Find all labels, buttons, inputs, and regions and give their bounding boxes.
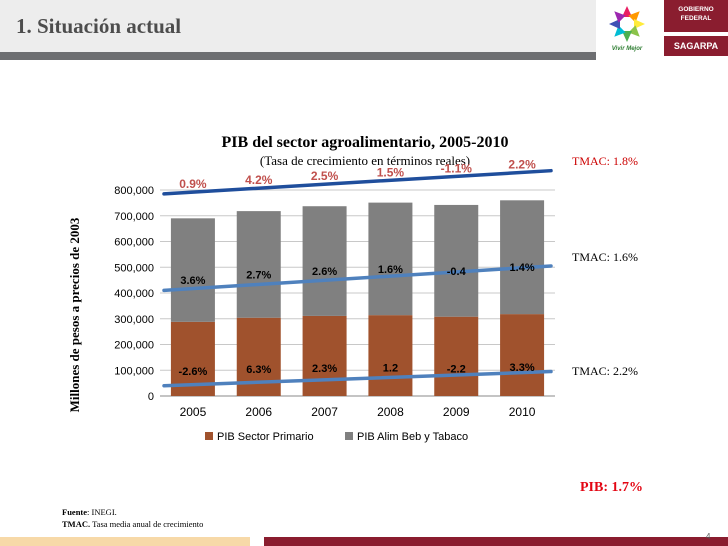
growth-label-alim: 1.4% [510, 262, 535, 274]
footnote-source: Fuente: INEGI. [62, 507, 117, 517]
growth-label-primario: 6.3% [246, 364, 271, 376]
page-number: 4 [706, 532, 711, 541]
y-tick-label: 100,000 [114, 365, 154, 377]
growth-label-alim: 2.7% [246, 269, 271, 281]
bar-primario [500, 314, 545, 396]
sagarpa-logo: SAGARPA [664, 36, 728, 56]
x-tick-label: 2005 [180, 405, 207, 419]
legend-swatch [345, 432, 353, 440]
y-tick-label: 700,000 [114, 211, 154, 223]
y-tick-label: 800,000 [114, 185, 154, 197]
footer-stripe [0, 537, 728, 546]
y-tick-label: 600,000 [114, 237, 154, 249]
x-tick-label: 2006 [245, 405, 272, 419]
trend-line-alim [162, 264, 553, 293]
growth-label-primario: 3.3% [510, 362, 535, 374]
bar-alim [368, 202, 413, 316]
chart-subtitle: (Tasa de crecimiento en términos reales) [259, 153, 471, 168]
tmac-total: TMAC: 1.8% [572, 154, 638, 168]
y-tick-label: 200,000 [114, 340, 154, 352]
growth-label-total: 4.2% [245, 173, 273, 187]
growth-label-alim: 3.6% [180, 275, 205, 287]
x-tick-label: 2007 [311, 405, 338, 419]
page-title: 1. Situación actual [16, 14, 182, 38]
legend-swatch [205, 432, 213, 440]
y-tick-label: 400,000 [114, 288, 154, 300]
legend-label: PIB Alim Beb y Tabaco [357, 431, 468, 443]
y-tick-label: 500,000 [114, 262, 154, 274]
vivir-mejor-logo-icon [609, 6, 645, 42]
trend-line-primario [162, 369, 553, 388]
growth-label-primario: -2.6% [179, 366, 208, 378]
gobierno-federal-logo: GOBIERNO FEDERAL [664, 0, 728, 32]
growth-label-total: 0.9% [179, 177, 207, 191]
pib-growth: PIB: 1.7% [580, 480, 643, 495]
bar-primario [302, 315, 347, 396]
header-bar: 1. Situación actual [0, 0, 596, 60]
trend-line-total [162, 168, 553, 196]
tmac-primario: TMAC: 2.2% [572, 364, 638, 378]
bar-primario [434, 316, 479, 396]
y-tick-label: 0 [148, 391, 154, 403]
tmac-alim: TMAC: 1.6% [572, 250, 638, 264]
x-tick-label: 2009 [443, 405, 470, 419]
bar-primario [170, 321, 215, 396]
y-axis-label: Millones de pesos a precios de 2003 [67, 217, 82, 413]
bar-primario [236, 317, 281, 396]
x-tick-label: 2010 [509, 405, 536, 419]
bar-alim [170, 218, 215, 322]
x-tick-label: 2008 [377, 405, 404, 419]
growth-label-primario: 2.3% [312, 363, 337, 375]
bar-primario [368, 315, 413, 396]
footnote-tmac: TMAC. Tasa media anual de crecimiento [62, 519, 204, 529]
vivir-mejor-text: Vivir Mejor [611, 46, 643, 52]
growth-label-primario: 1.2 [383, 363, 398, 375]
header-underline [0, 52, 596, 60]
legend-label: PIB Sector Primario [217, 431, 314, 443]
y-tick-label: 300,000 [114, 314, 154, 326]
growth-label-alim: -0.4 [447, 266, 467, 278]
growth-label-primario: -2.2 [447, 363, 466, 375]
chart-title: PIB del sector agroalimentario, 2005-201… [221, 134, 509, 151]
bar-alim [434, 204, 479, 317]
bar-alim [302, 206, 347, 316]
bar-alim [236, 211, 281, 318]
bar-alim [500, 200, 545, 315]
growth-label-alim: 1.6% [378, 264, 403, 276]
growth-label-total: 2.5% [311, 169, 339, 183]
growth-label-alim: 2.6% [312, 266, 337, 278]
